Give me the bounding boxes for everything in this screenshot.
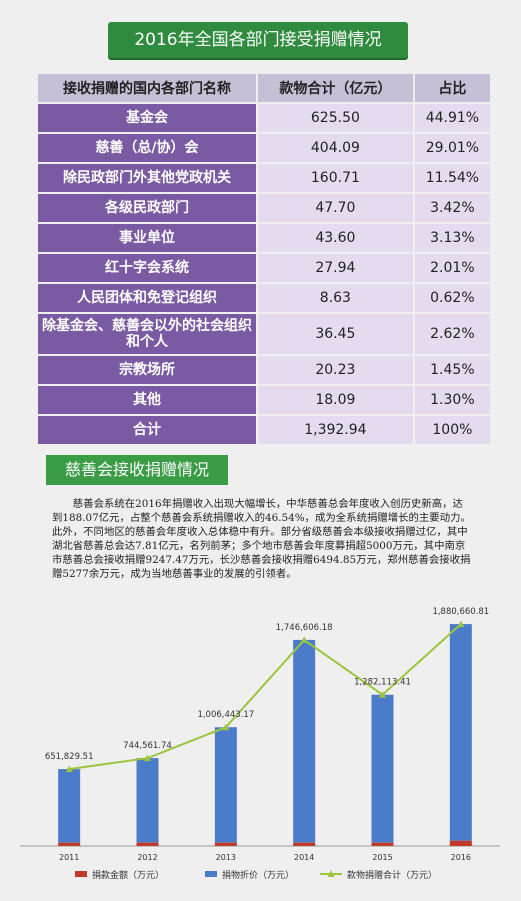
total-line bbox=[69, 623, 462, 771]
row-name: 除民政部门外其他党政机关 bbox=[38, 164, 256, 192]
total-marker-2016 bbox=[457, 620, 465, 628]
data-label-2014: 1,746,606.18 bbox=[276, 623, 333, 633]
row-value: 36.45 bbox=[258, 314, 413, 354]
bar-cash-2011 bbox=[58, 842, 81, 846]
table-row: 基金会 625.50 44.91% bbox=[38, 104, 490, 132]
row-value: 43.60 bbox=[258, 224, 413, 252]
row-share: 1.45% bbox=[414, 356, 490, 384]
table-row: 慈善（总/协）会 404.09 29.01% bbox=[38, 134, 490, 162]
row-share: 3.13% bbox=[414, 224, 490, 252]
row-name: 事业单位 bbox=[38, 224, 256, 252]
bar-goods-2015 bbox=[371, 694, 394, 843]
x-tick-label-2012: 2012 bbox=[137, 853, 157, 862]
row-share: 44.91% bbox=[414, 104, 490, 132]
row-name: 红十字会系统 bbox=[38, 254, 256, 282]
col-header-share: 占比 bbox=[414, 74, 490, 102]
bar-cash-2016 bbox=[449, 840, 472, 846]
row-value: 20.23 bbox=[258, 356, 413, 384]
row-value: 27.94 bbox=[258, 254, 413, 282]
bar-goods-2013 bbox=[214, 727, 237, 843]
x-tick-label-2011: 2011 bbox=[59, 853, 79, 862]
col-header-name: 接收捐赠的国内各部门名称 bbox=[38, 74, 256, 102]
legend-swatch-goods bbox=[205, 871, 217, 877]
total-marker-2011 bbox=[65, 765, 73, 773]
table-row: 除民政部门外其他党政机关 160.71 11.54% bbox=[38, 164, 490, 192]
bar-goods-2016 bbox=[449, 624, 472, 841]
data-label-2013: 1,006,443.17 bbox=[197, 710, 254, 720]
data-label-2015: 1,282,113.41 bbox=[354, 678, 411, 688]
description-paragraph: 慈善会系统在2016年捐赠收入出现大幅增长，中华慈善总会年度收入创历史新高，达到… bbox=[52, 498, 471, 580]
row-value: 160.71 bbox=[258, 164, 413, 192]
legend-label-goods: 捐物折价（万元） bbox=[222, 869, 294, 881]
row-share: 11.54% bbox=[414, 164, 490, 192]
row-share: 3.42% bbox=[414, 194, 490, 222]
row-name: 各级民政部门 bbox=[38, 194, 256, 222]
row-name: 慈善（总/协）会 bbox=[38, 134, 256, 162]
row-share: 1.30% bbox=[414, 386, 490, 414]
row-name: 除基金会、慈善会以外的社会组织和个人 bbox=[38, 314, 256, 354]
table-row: 人民团体和免登记组织 8.63 0.62% bbox=[38, 284, 490, 312]
row-share: 100% bbox=[414, 416, 490, 444]
donation-chart: 2011 2012 2013 2014 2015 2016 651,829.51 744,56… bbox=[20, 607, 500, 881]
row-share: 2.62% bbox=[414, 314, 490, 354]
row-share: 29.01% bbox=[414, 134, 490, 162]
row-value: 1,392.94 bbox=[258, 416, 413, 444]
legend-label-total: 款物捐赠合计（万元） bbox=[347, 869, 437, 881]
bar-cash-2013 bbox=[214, 842, 237, 846]
bar-cash-2015 bbox=[371, 842, 394, 846]
row-value: 47.70 bbox=[258, 194, 413, 222]
row-share: 0.62% bbox=[414, 284, 490, 312]
table-header-row: 接收捐赠的国内各部门名称 款物合计（亿元） 占比 bbox=[38, 74, 490, 102]
x-tick-label-2015: 2015 bbox=[372, 853, 392, 862]
department-table: 接收捐赠的国内各部门名称 款物合计（亿元） 占比 基金会 625.50 44.9… bbox=[36, 72, 492, 446]
row-value: 8.63 bbox=[258, 284, 413, 312]
legend-swatch-cash bbox=[75, 871, 87, 877]
legend-swatch-total-marker bbox=[327, 870, 335, 877]
total-marker-2014 bbox=[300, 636, 308, 643]
table-row: 各级民政部门 47.70 3.42% bbox=[38, 194, 490, 222]
table-row: 事业单位 43.60 3.13% bbox=[38, 224, 490, 252]
table-row: 红十字会系统 27.94 2.01% bbox=[38, 254, 490, 282]
row-name: 基金会 bbox=[38, 104, 256, 132]
row-name: 人民团体和免登记组织 bbox=[38, 284, 256, 312]
data-label-2011: 651,829.51 bbox=[45, 752, 94, 762]
bar-goods-2014 bbox=[293, 639, 316, 843]
row-share: 2.01% bbox=[414, 254, 490, 282]
x-tick-label-2016: 2016 bbox=[451, 853, 471, 862]
row-name: 其他 bbox=[38, 386, 256, 414]
section-title: 慈善会接收捐赠情况 bbox=[46, 455, 228, 485]
row-value: 625.50 bbox=[258, 104, 413, 132]
table-row: 除基金会、慈善会以外的社会组织和个人 36.45 2.62% bbox=[38, 314, 490, 354]
total-marker-2015 bbox=[379, 691, 386, 698]
page-title: 2016年全国各部门接受捐赠情况 bbox=[108, 22, 408, 58]
x-tick-label-2014: 2014 bbox=[294, 853, 314, 862]
table-row: 其他 18.09 1.30% bbox=[38, 386, 490, 414]
bar-cash-2012 bbox=[136, 842, 159, 846]
row-value: 18.09 bbox=[258, 386, 413, 414]
table-total-row: 合计 1,392.94 100% bbox=[38, 416, 490, 444]
bar-cash-2014 bbox=[293, 842, 316, 846]
col-header-value: 款物合计（亿元） bbox=[258, 74, 413, 102]
data-label-2016: 1,880,660.81 bbox=[432, 607, 489, 617]
table-row: 宗教场所 20.23 1.45% bbox=[38, 356, 490, 384]
row-name: 合计 bbox=[38, 416, 256, 444]
x-tick-label-2013: 2013 bbox=[216, 853, 236, 862]
row-name: 宗教场所 bbox=[38, 356, 256, 384]
data-label-2012: 744,561.74 bbox=[123, 741, 172, 751]
total-marker-2013 bbox=[222, 723, 230, 731]
legend-label-cash: 捐款金额（万元） bbox=[92, 869, 164, 881]
total-marker-2012 bbox=[144, 754, 151, 762]
row-value: 404.09 bbox=[258, 134, 413, 162]
bar-goods-2012 bbox=[136, 758, 159, 843]
bar-goods-2011 bbox=[58, 769, 81, 843]
